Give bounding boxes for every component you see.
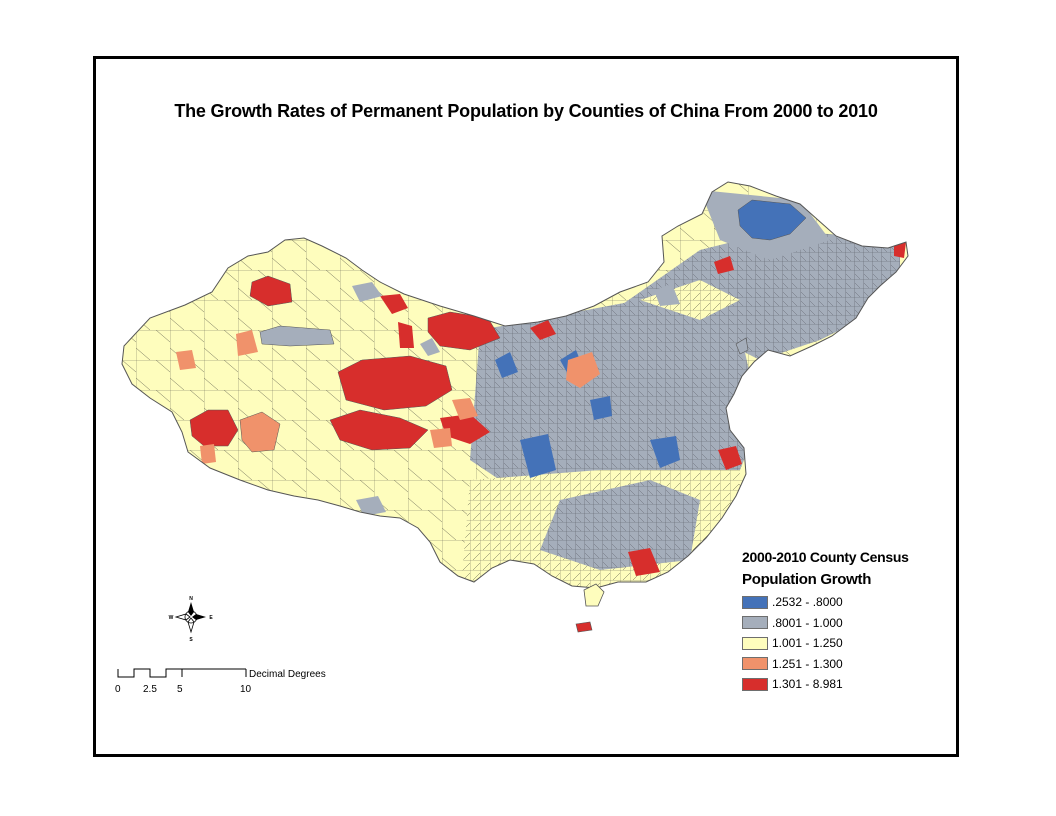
compass-s-label: S	[189, 637, 193, 643]
legend-item: 1.301 - 8.981	[742, 674, 909, 695]
legend-swatch	[742, 616, 768, 630]
legend-swatch	[742, 636, 768, 650]
scale-tick-0: 0	[115, 684, 121, 695]
scale-tick-2-5: 2.5	[143, 684, 157, 695]
peninsula	[735, 337, 749, 355]
legend-label: 1.001 - 1.250	[772, 636, 843, 651]
hainan-island	[583, 583, 605, 607]
map-title: The Growth Rates of Permanent Population…	[174, 101, 878, 121]
scale-bar	[117, 668, 247, 678]
scale-tick-10: 10	[240, 684, 252, 695]
legend-label: 1.301 - 8.981	[772, 677, 843, 692]
legend-swatch	[742, 595, 768, 609]
legend-subheading: Population Growth	[742, 571, 872, 588]
legend-item: .8001 - 1.000	[742, 613, 909, 634]
compass-n-label: N	[189, 596, 193, 602]
legend-swatch	[742, 677, 768, 691]
legend-label: .8001 - 1.000	[772, 615, 843, 630]
legend-heading: 2000-2010 County Census	[742, 549, 909, 565]
compass-e-label: E	[209, 615, 213, 621]
legend-swatch	[742, 657, 768, 671]
legend-item: 1.251 - 1.300	[742, 654, 909, 675]
north-arrow: N S E W	[169, 596, 214, 643]
scale-tick-5: 5	[177, 684, 183, 695]
legend-label: 1.251 - 1.300	[772, 656, 843, 671]
compass-w-label: W	[169, 615, 174, 621]
legend-item: .2532 - .8000	[742, 592, 909, 613]
legend-label: .2532 - .8000	[772, 595, 843, 610]
scale-unit-label: Decimal Degrees	[249, 669, 326, 680]
map-legend: 2000-2010 County Census Population Growt…	[742, 549, 909, 695]
legend-item: 1.001 - 1.250	[742, 633, 909, 654]
island-marker	[575, 621, 593, 633]
